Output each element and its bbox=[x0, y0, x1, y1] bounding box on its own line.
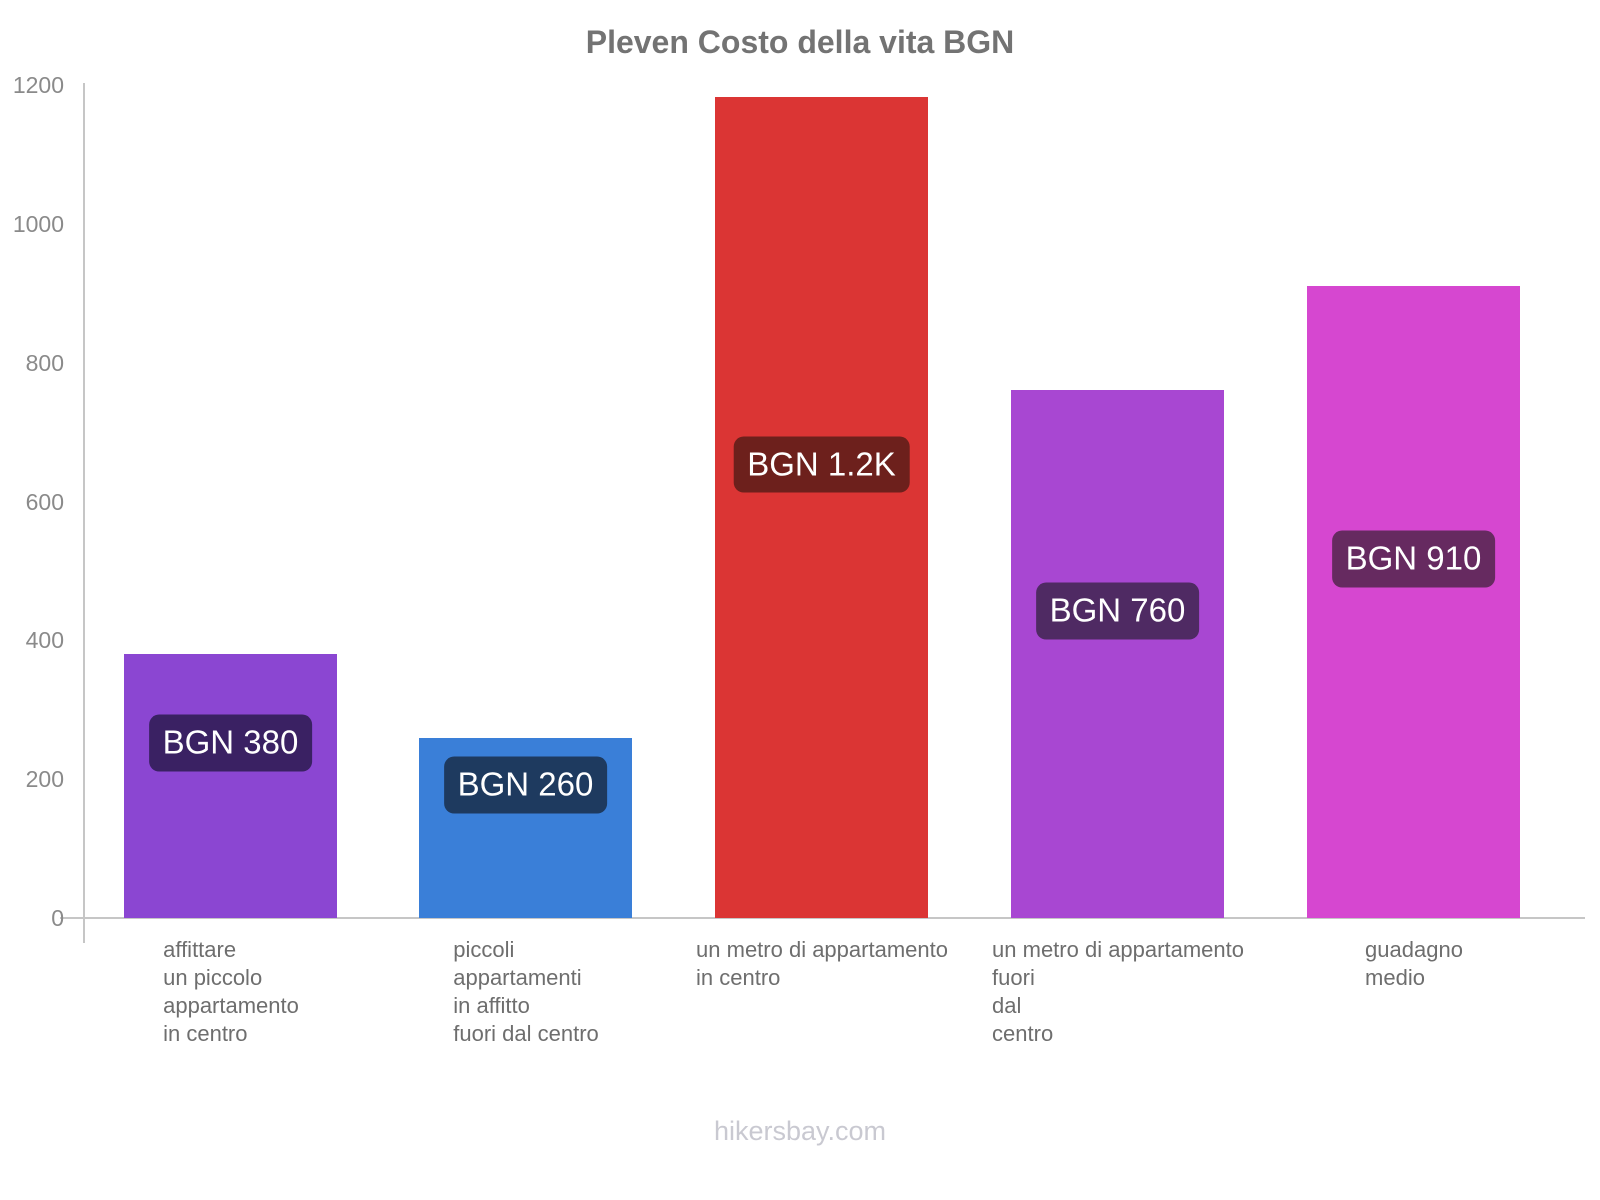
y-tick-label: 1000 bbox=[12, 211, 64, 237]
x-category-label: guadagno medio bbox=[1365, 936, 1463, 992]
bar: BGN 760 bbox=[1011, 390, 1224, 918]
x-axis-line bbox=[60, 917, 1585, 919]
x-category-label-line: in centro bbox=[696, 965, 781, 990]
bar: BGN 260 bbox=[419, 738, 632, 918]
bar-value-badge: BGN 760 bbox=[1035, 582, 1200, 640]
x-category-label-line: fuori bbox=[992, 965, 1035, 990]
bar: BGN 1.2K bbox=[715, 97, 928, 918]
y-tick-label: 200 bbox=[25, 766, 64, 792]
x-category-label-line: un piccolo bbox=[163, 965, 263, 990]
x-category-label-line: affittare bbox=[163, 937, 237, 962]
y-axis-line bbox=[83, 83, 85, 943]
x-category-label-line: dal bbox=[992, 993, 1022, 1018]
bar-value-badge: BGN 1.2K bbox=[733, 436, 910, 493]
x-category-label-line: un metro di appartamento bbox=[696, 937, 948, 962]
bar: BGN 380 bbox=[124, 654, 337, 918]
chart-title: Pleven Costo della vita BGN bbox=[585, 24, 1015, 60]
x-category-label-line: un metro di appartamento bbox=[992, 937, 1244, 962]
y-tick-label: 800 bbox=[25, 350, 64, 376]
x-category-label-line: appartamenti bbox=[453, 965, 582, 990]
bar: BGN 910 bbox=[1307, 286, 1520, 918]
watermark-text: hikersbay.com bbox=[713, 1116, 887, 1146]
bar-value-badge: BGN 910 bbox=[1331, 530, 1496, 588]
x-category-label-line: centro bbox=[992, 1021, 1054, 1046]
y-tick-label: 0 bbox=[51, 905, 64, 931]
x-category-label-line: in centro bbox=[163, 1021, 248, 1046]
x-category-label-line: appartamento bbox=[163, 993, 299, 1018]
x-category-label-line: medio bbox=[1365, 965, 1425, 990]
y-tick-label: 400 bbox=[25, 627, 64, 653]
y-tick-label: 600 bbox=[25, 489, 64, 515]
bar-value-badge: BGN 260 bbox=[443, 756, 608, 814]
x-category-label-line: fuori dal centro bbox=[453, 1021, 599, 1046]
y-tick-label: 1200 bbox=[12, 72, 64, 98]
x-category-label-line: guadagno bbox=[1365, 937, 1463, 962]
x-category-label: un metro di appartamento in centro bbox=[696, 936, 948, 992]
x-category-label: un metro di appartamento fuori dal centro bbox=[992, 936, 1244, 1048]
x-category-label: piccoli appartamenti in affitto fuori dal c… bbox=[453, 936, 599, 1048]
x-category-label-line: in affitto bbox=[453, 993, 530, 1018]
x-category-label-line: piccoli bbox=[453, 937, 515, 962]
bar-value-badge: BGN 380 bbox=[148, 714, 313, 772]
x-category-label: affittare un piccolo appartamento in centro bbox=[163, 936, 299, 1048]
